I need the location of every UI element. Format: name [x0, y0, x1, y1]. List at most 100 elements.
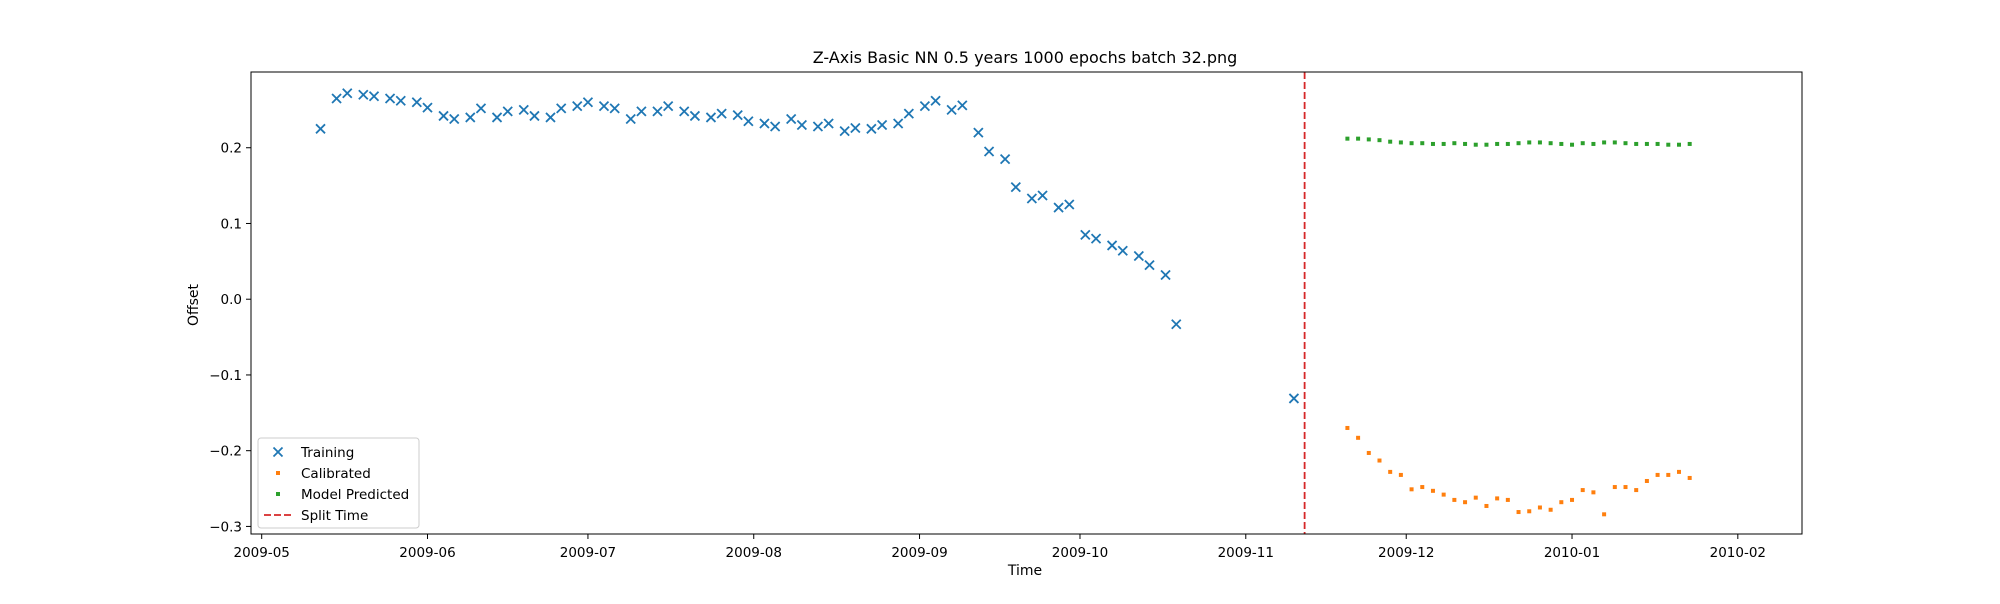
x-axis-label: Time	[1007, 563, 1042, 579]
x-tick-label: 2010-02	[1710, 545, 1766, 561]
training-point	[1144, 259, 1155, 271]
model-predicted-point	[1676, 142, 1681, 147]
calibrated-point	[1527, 509, 1532, 514]
x-tick-label: 2009-10	[1052, 545, 1108, 561]
training-point	[983, 146, 995, 157]
training-point	[759, 118, 770, 129]
calibrated-point	[1505, 497, 1510, 502]
legend: Training Calibrated Model Predicted Spli…	[257, 437, 420, 529]
training-point	[893, 118, 904, 129]
calibrated-point	[1591, 490, 1596, 495]
y-tick-label: 0.2	[221, 141, 242, 157]
training-point	[384, 93, 396, 104]
training-point	[1090, 233, 1102, 244]
calibrated-point	[1516, 510, 1521, 515]
y-tick-label: −0.2	[209, 444, 242, 460]
training-point	[743, 116, 754, 127]
training-point	[1106, 240, 1118, 251]
calibrated-point	[1559, 500, 1564, 505]
model-predicted-point	[1612, 140, 1617, 145]
model-predicted-point	[1570, 142, 1575, 147]
training-point	[796, 119, 808, 131]
legend-box	[257, 437, 420, 529]
x-tick-label: 2009-08	[726, 545, 782, 561]
calibrated-point	[1548, 507, 1553, 512]
x-tick-label: 2010-01	[1544, 545, 1600, 561]
legend-label-calibrated: Calibrated	[301, 466, 371, 482]
model-predicted-point	[1356, 136, 1361, 141]
training-point	[1288, 393, 1300, 404]
training-point	[973, 127, 984, 138]
calibrated-point	[1377, 458, 1382, 463]
training-point	[930, 95, 941, 106]
training-point	[502, 106, 513, 117]
training-point	[1171, 319, 1182, 330]
x-tick-label: 2009-09	[891, 545, 947, 561]
model-predicted-point	[1452, 141, 1457, 146]
calibrated-point	[1666, 472, 1671, 477]
model-predicted-point	[1537, 140, 1542, 145]
training-point	[545, 112, 556, 123]
plot-frame	[250, 71, 1803, 535]
x-tick-label: 2009-12	[1378, 545, 1434, 561]
calibrated-point	[1634, 488, 1639, 493]
model-predicted-point	[1388, 139, 1393, 144]
training-point	[395, 95, 406, 106]
training-point	[732, 110, 743, 121]
training-point	[556, 103, 567, 114]
calibrated-point	[1676, 469, 1681, 474]
calibrated-point	[1441, 492, 1446, 497]
calibrated-point	[1484, 503, 1489, 508]
training-point	[812, 121, 824, 132]
calibrated-point	[1356, 435, 1361, 440]
model-predicted-point	[1527, 140, 1532, 145]
x-tick-label: 2009-06	[399, 545, 455, 561]
calibrated-point	[1602, 512, 1607, 517]
calibrated-point	[1537, 505, 1542, 510]
x-tick-label: 2009-07	[560, 545, 616, 561]
model-predicted-point	[1623, 141, 1628, 146]
training-point	[411, 97, 422, 108]
model-predicted-point	[1345, 136, 1350, 141]
model-predicted-point	[1409, 141, 1414, 146]
calibrated-point	[1398, 472, 1403, 477]
training-point	[1037, 190, 1048, 201]
training-point	[1133, 250, 1144, 262]
training-point	[769, 121, 781, 132]
training-point	[475, 103, 487, 114]
training-point	[368, 91, 380, 102]
model-predicted-point	[1516, 141, 1521, 146]
y-tick-label: 0.1	[221, 216, 242, 232]
training-point	[465, 112, 476, 123]
training-point	[823, 118, 834, 129]
y-tick-label: −0.3	[209, 519, 242, 535]
training-point	[1026, 193, 1037, 204]
x-tick-label: 2009-05	[233, 545, 289, 561]
training-point	[1160, 269, 1171, 281]
calibrated-point	[1495, 496, 1500, 501]
training-point	[609, 103, 620, 114]
training-point	[331, 93, 342, 104]
x-axis-ticks: 2009-05 2009-06 2009-07 2009-08 2009-09 2009-…	[233, 534, 1766, 561]
y-axis-ticks: 0.2 0.1 0.0 −0.1 −0.2 −0.3	[209, 141, 251, 535]
training-point	[866, 123, 877, 134]
model-predicted-point	[1377, 138, 1382, 143]
calibrated-point	[1345, 425, 1350, 430]
model-predicted-point	[1420, 141, 1425, 146]
training-point	[1080, 229, 1091, 240]
legend-label-model-predicted: Model Predicted	[301, 487, 409, 503]
training-point	[1117, 245, 1128, 256]
training-point	[572, 100, 583, 112]
training-point	[598, 100, 610, 112]
y-axis-label: Offset	[186, 283, 202, 326]
training-point	[652, 106, 663, 117]
training-point	[342, 88, 353, 99]
training-point	[422, 102, 433, 113]
calibrated-point	[1452, 497, 1457, 502]
calibrated-point	[1687, 475, 1692, 480]
training-point	[679, 106, 690, 117]
training-point	[716, 108, 727, 119]
calibrated-point	[1409, 487, 1414, 492]
training-point	[689, 110, 701, 122]
